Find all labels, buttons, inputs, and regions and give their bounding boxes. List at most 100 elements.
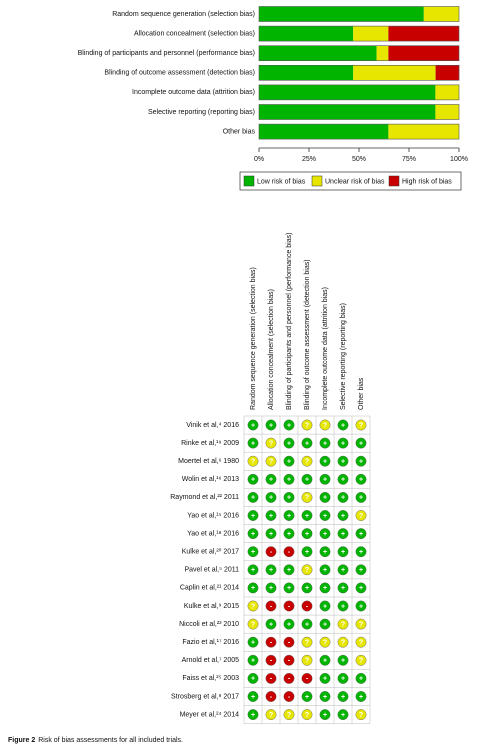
judgement-symbol: + bbox=[305, 694, 309, 701]
judgement-dot bbox=[301, 654, 313, 666]
judgement-symbol: + bbox=[323, 549, 327, 556]
judgement-dot bbox=[283, 673, 295, 684]
judgement-dot bbox=[265, 419, 277, 431]
judgement-symbol: + bbox=[287, 585, 291, 592]
bar-segment bbox=[388, 26, 459, 42]
judgement-dot bbox=[337, 691, 349, 702]
judgement-dot bbox=[355, 528, 367, 539]
judgement-symbol: ? bbox=[251, 603, 255, 610]
study-label: Yao et al,¹⁵ 2016 bbox=[187, 512, 239, 519]
judgement-symbol: + bbox=[323, 531, 327, 538]
judgement-symbol: + bbox=[305, 621, 309, 628]
judgement-dot bbox=[319, 510, 331, 521]
judgement-dot bbox=[337, 600, 349, 612]
judgement-symbol: + bbox=[359, 477, 363, 484]
category-label: Blinding of outcome assessment (detectio… bbox=[104, 70, 255, 77]
bar-segment bbox=[259, 104, 436, 120]
judgement-dot bbox=[319, 582, 331, 594]
judgement-dot bbox=[283, 510, 295, 521]
judgement-dot bbox=[247, 419, 259, 431]
judgement-dot bbox=[265, 546, 277, 558]
legend-swatch bbox=[311, 175, 323, 187]
judgement-dot bbox=[265, 636, 277, 648]
judgement-dot bbox=[355, 673, 367, 684]
judgement-symbol: + bbox=[341, 513, 345, 520]
judgement-symbol: + bbox=[341, 567, 345, 574]
bar-segment bbox=[353, 65, 436, 81]
legend-label: Low risk of bias bbox=[257, 178, 306, 185]
judgement-dot bbox=[247, 510, 259, 521]
study-label: Kulke et al,²⁰ 2017 bbox=[182, 548, 239, 556]
judgement-dot bbox=[355, 419, 367, 431]
study-label: Strosberg et al,⁸ 2017 bbox=[171, 693, 239, 700]
judgement-dot bbox=[301, 673, 313, 684]
judgement-dot bbox=[247, 546, 259, 558]
judgement-symbol: + bbox=[359, 459, 363, 466]
legend-swatch bbox=[388, 175, 400, 187]
x-tick-label: 75% bbox=[402, 156, 416, 163]
judgement-symbol: + bbox=[341, 440, 345, 447]
judgement-symbol: + bbox=[341, 676, 345, 683]
study-label: Wolin et al,¹⁶ 2013 bbox=[182, 476, 239, 483]
judgement-dot bbox=[319, 673, 331, 684]
bar-segment bbox=[388, 124, 459, 140]
bar-segment bbox=[259, 65, 354, 81]
judgement-symbol: + bbox=[323, 440, 327, 447]
judgement-symbol: + bbox=[287, 459, 291, 466]
judgement-dot bbox=[247, 473, 259, 485]
judgement-dot bbox=[337, 709, 349, 720]
judgement-dot bbox=[355, 691, 367, 702]
judgement-dot bbox=[319, 437, 331, 449]
bar-segment bbox=[435, 84, 459, 100]
judgement-dot bbox=[337, 582, 349, 594]
judgement-symbol: + bbox=[251, 477, 255, 484]
judgement-dot bbox=[355, 473, 367, 485]
judgement-dot bbox=[265, 510, 277, 521]
column-header: Other bias bbox=[358, 377, 365, 410]
judgement-symbol: + bbox=[323, 495, 327, 502]
judgement-symbol: - bbox=[288, 658, 291, 665]
legend-box bbox=[239, 171, 462, 191]
judgement-symbol: + bbox=[341, 531, 345, 538]
judgement-dot bbox=[283, 618, 295, 630]
judgement-symbol: - bbox=[270, 549, 273, 556]
judgement-symbol: + bbox=[323, 513, 327, 520]
judgement-symbol: + bbox=[269, 495, 273, 502]
bar-outline bbox=[258, 25, 460, 42]
judgement-dot bbox=[337, 564, 349, 576]
judgement-dot bbox=[265, 691, 277, 702]
judgement-dot bbox=[265, 618, 277, 630]
judgement-dot bbox=[247, 673, 259, 684]
judgement-symbol: ? bbox=[359, 513, 363, 520]
category-label: Incomplete outcome data (attrition bias) bbox=[132, 89, 255, 96]
judgement-dot bbox=[301, 709, 313, 720]
judgement-dot bbox=[247, 491, 259, 503]
judgement-symbol: + bbox=[251, 676, 255, 683]
study-label: Niccoli et al,²³ 2010 bbox=[179, 621, 239, 628]
judgement-dot bbox=[337, 419, 349, 431]
judgement-symbol: + bbox=[287, 477, 291, 484]
judgement-dot bbox=[265, 564, 277, 576]
judgement-symbol: + bbox=[323, 694, 327, 701]
judgement-symbol: + bbox=[341, 658, 345, 665]
judgement-symbol: + bbox=[251, 694, 255, 701]
judgement-symbol: + bbox=[305, 440, 309, 447]
column-header: Incomplete outcome data (attrition bias) bbox=[322, 287, 329, 410]
judgement-symbol: + bbox=[359, 567, 363, 574]
judgement-dot bbox=[355, 582, 367, 594]
judgement-symbol: + bbox=[305, 585, 309, 592]
judgement-dot bbox=[283, 654, 295, 666]
judgement-dot bbox=[355, 510, 367, 521]
study-label: Arnold et al,⁷ 2005 bbox=[182, 657, 240, 664]
judgement-dot bbox=[355, 654, 367, 666]
judgement-symbol: + bbox=[323, 567, 327, 574]
judgement-dot bbox=[301, 510, 313, 521]
judgement-symbol: + bbox=[287, 621, 291, 628]
judgement-dot bbox=[319, 455, 331, 467]
judgement-symbol: ? bbox=[323, 422, 327, 429]
judgement-symbol: + bbox=[251, 712, 255, 719]
judgement-dot bbox=[337, 437, 349, 449]
judgement-dot bbox=[337, 510, 349, 521]
judgement-dot bbox=[319, 654, 331, 666]
